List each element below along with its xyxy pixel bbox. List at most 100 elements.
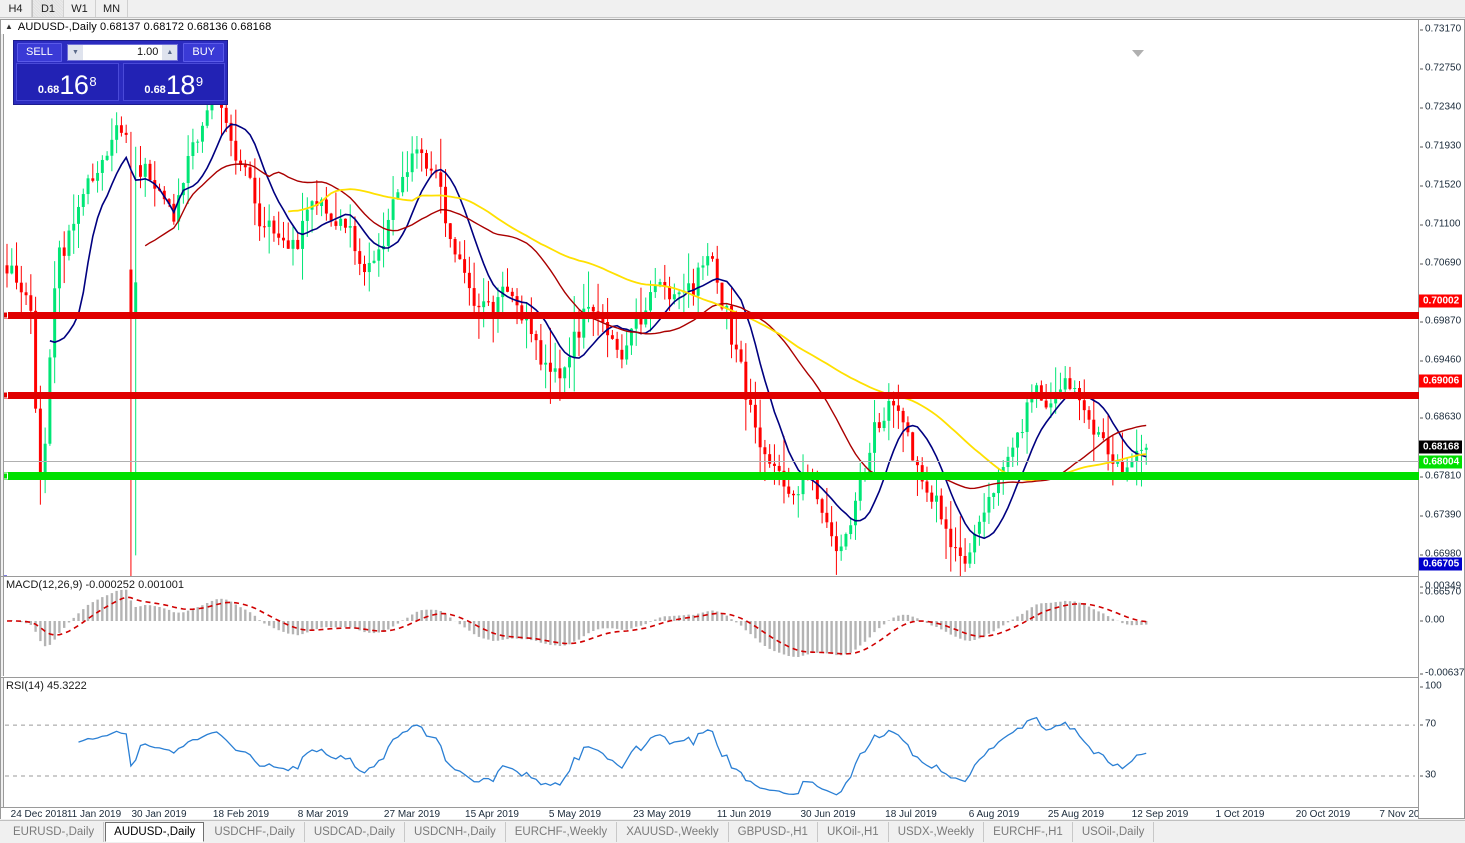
price-tick: 0.71520 xyxy=(1420,180,1461,191)
price-tick: 0.72340 xyxy=(1420,102,1461,113)
price-tick: 0.73170 xyxy=(1420,24,1461,35)
price-pane-gutter xyxy=(1,34,4,576)
price-tick: 0.66570 xyxy=(1420,587,1461,598)
chart-title-bar: ▲ AUDUSD-,Daily 0.68137 0.68172 0.68136 … xyxy=(1,20,1419,34)
chart-tab-gbpusd-h1[interactable]: GBPUSD-,H1 xyxy=(729,822,818,842)
price-chart-pane[interactable] xyxy=(1,34,1419,576)
sell-price-prefix: 0.68 xyxy=(37,84,60,96)
chart-window: ▲ AUDUSD-,Daily 0.68137 0.68172 0.68136 … xyxy=(0,19,1465,820)
rsi-pane-gutter xyxy=(1,678,4,807)
sell-price-fraction: 8 xyxy=(89,74,97,89)
price-tick: 0.66980 xyxy=(1420,549,1461,560)
price-scale-axis[interactable]: 0.73170 0.72750 0.72340 0.71930 0.71520 0.711… xyxy=(1418,19,1465,819)
buy-price-big: 18 xyxy=(165,70,196,100)
date-tick: 15 Apr 2019 xyxy=(465,809,519,820)
buy-button[interactable]: BUY xyxy=(183,42,224,62)
date-tick: 20 Oct 2019 xyxy=(1295,809,1351,820)
macd-indicator-pane[interactable]: MACD(12,26,9) -0.000252 0.001001 xyxy=(1,576,1419,676)
buy-price-prefix: 0.68 xyxy=(144,84,166,96)
chart-tab-eurusd-daily[interactable]: EURUSD-,Daily xyxy=(4,822,105,842)
current-price-label[interactable]: 0.68168 xyxy=(1419,440,1463,454)
date-tick: 1 Oct 2019 xyxy=(1215,809,1265,820)
price-tick: 0.71930 xyxy=(1420,141,1461,152)
candlestick-chart xyxy=(5,69,1148,576)
date-tick: 25 Aug 2019 xyxy=(1047,809,1105,820)
macd-plot xyxy=(6,589,1148,657)
timeframe-toolbar: H4 D1 W1 MN xyxy=(0,0,1465,18)
rsi-tick: 100 xyxy=(1420,681,1442,692)
sell-price-big: 16 xyxy=(59,70,89,100)
timeframe-tab-mn[interactable]: MN xyxy=(96,0,129,17)
price-tick: 0.72750 xyxy=(1420,63,1461,74)
timeframe-tab-w1[interactable]: W1 xyxy=(64,0,96,17)
sell-button[interactable]: SELL xyxy=(17,42,62,62)
rsi-label: RSI(14) 45.3222 xyxy=(6,680,87,692)
price-tick: 0.71100 xyxy=(1420,219,1460,230)
date-tick: 12 Sep 2019 xyxy=(1131,809,1189,820)
rsi-plot xyxy=(5,716,1415,796)
resistance-line-69006[interactable] xyxy=(1,391,1419,399)
volume-decrease-icon[interactable]: ▼ xyxy=(67,44,83,60)
date-tick: 30 Jun 2019 xyxy=(800,809,856,820)
rsi-indicator-pane[interactable]: RSI(14) 45.3222 xyxy=(1,677,1419,807)
chart-tab-eurchf-h1[interactable]: EURCHF-,H1 xyxy=(984,822,1073,842)
chart-position-marker-icon xyxy=(1132,50,1144,57)
date-tick: 18 Feb 2019 xyxy=(212,809,270,820)
resistance-level-2-label[interactable]: 0.69006 xyxy=(1419,374,1463,388)
date-tick: 11 Jun 2019 xyxy=(716,809,772,820)
toolbar-spacer xyxy=(128,0,1465,17)
chart-tab-audusd-daily[interactable]: AUDUSD-,Daily xyxy=(105,822,205,842)
resistance-line-70002[interactable] xyxy=(1,311,1419,319)
chart-tab-usoil-daily[interactable]: USOil-,Daily xyxy=(1073,822,1155,842)
chart-tab-xauusd-weekly[interactable]: XAUUSD-,Weekly xyxy=(617,822,729,842)
price-tick: 0.67810 xyxy=(1420,471,1461,482)
support-line-68004[interactable] xyxy=(1,472,1419,480)
chart-tab-usdchf-daily[interactable]: USDCHF-,Daily xyxy=(205,822,305,842)
date-tick: 5 May 2019 xyxy=(548,809,602,820)
date-tick: 18 Jul 2019 xyxy=(885,809,937,820)
price-tick: 0.69460 xyxy=(1420,355,1461,366)
volume-input[interactable]: 1.00 xyxy=(82,44,163,60)
buy-price-fraction: 9 xyxy=(195,74,204,89)
date-axis: 24 Dec 2018 11 Jan 2019 30 Jan 2019 18 Feb … xyxy=(1,807,1431,820)
chart-tab-bar: EURUSD-,Daily AUDUSD-,Daily USDCHF-,Daily U… xyxy=(0,820,1465,843)
macd-label: MACD(12,26,9) -0.000252 0.001001 xyxy=(6,579,184,591)
date-tick: 27 Mar 2019 xyxy=(383,809,441,820)
date-tick: 30 Jan 2019 xyxy=(131,809,187,820)
trade-panel-controls: SELL ▼ 1.00 ▲ BUY xyxy=(14,41,227,63)
date-tick: 23 May 2019 xyxy=(633,809,691,820)
timeframe-tab-d1[interactable]: D1 xyxy=(32,0,64,17)
trade-panel-quotes: 0.68 16 8 0.68 18 9 xyxy=(14,63,227,103)
resistance-level-label[interactable]: 0.70002 xyxy=(1419,294,1463,308)
chart-tab-usdx-weekly[interactable]: USDX-,Weekly xyxy=(889,822,985,842)
volume-stepper[interactable]: ▼ 1.00 ▲ xyxy=(66,43,179,61)
date-tick: 7 Nov 2019 xyxy=(1379,809,1431,820)
date-tick: 6 Aug 2019 xyxy=(968,809,1020,820)
chart-tab-ukoil-h1[interactable]: UKOil-,H1 xyxy=(818,822,889,842)
price-tick: 0.68630 xyxy=(1420,412,1461,423)
date-tick: 8 Mar 2019 xyxy=(297,809,349,820)
timeframe-tab-h4[interactable]: H4 xyxy=(0,0,32,17)
macd-tick: 0.00349 xyxy=(1420,581,1461,592)
macd-tick: -0.00637 xyxy=(1420,668,1464,679)
price-tick: 0.70690 xyxy=(1420,258,1461,269)
date-tick: 24 Dec 2018 xyxy=(10,809,68,820)
support-level-label[interactable]: 0.68004 xyxy=(1419,455,1463,469)
volume-increase-icon[interactable]: ▲ xyxy=(162,44,178,60)
page-title: AUDUSD-,Daily 0.68137 0.68172 0.68136 0.… xyxy=(17,21,272,33)
price-tick: 0.67390 xyxy=(1420,510,1461,521)
price-scale-divider xyxy=(1418,20,1419,818)
lower-level-label[interactable]: 0.66705 xyxy=(1419,557,1463,571)
buy-price-box[interactable]: 0.68 18 9 xyxy=(122,63,225,101)
sell-price-box[interactable]: 0.68 16 8 xyxy=(16,63,119,101)
date-tick: 11 Jan 2019 xyxy=(66,809,122,820)
chart-tab-usdcad-daily[interactable]: USDCAD-,Daily xyxy=(305,822,405,842)
macd-pane-gutter xyxy=(1,577,4,676)
chart-collapse-icon[interactable]: ▲ xyxy=(5,22,13,31)
one-click-trading-panel[interactable]: SELL ▼ 1.00 ▲ BUY 0.68 16 8 0.68 18 9 xyxy=(13,40,228,105)
chart-tab-usdcnh-daily[interactable]: USDCNH-,Daily xyxy=(405,822,506,842)
macd-tick: 0.00 xyxy=(1420,615,1444,626)
current-price-line[interactable] xyxy=(1,460,1419,462)
chart-tab-eurchf-weekly[interactable]: EURCHF-,Weekly xyxy=(506,822,618,842)
